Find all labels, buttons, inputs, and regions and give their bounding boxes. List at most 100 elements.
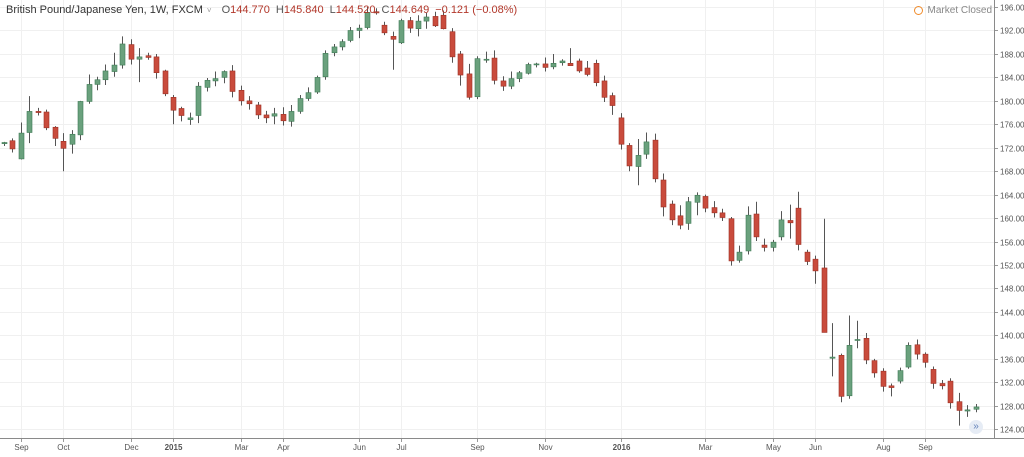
candle bbox=[86, 74, 93, 104]
candle-body-up bbox=[474, 58, 481, 98]
market-status[interactable]: Market Closed bbox=[913, 5, 992, 16]
candle bbox=[398, 18, 405, 44]
candle-body-down bbox=[52, 126, 59, 139]
candle-body-down bbox=[761, 244, 768, 248]
candle bbox=[246, 96, 253, 110]
y-tick-label: 136.000 bbox=[1000, 356, 1024, 365]
candle-body-up bbox=[94, 79, 101, 85]
candle bbox=[812, 255, 819, 284]
candle bbox=[288, 104, 295, 127]
y-tick-label: 164.000 bbox=[1000, 192, 1024, 201]
low-value: 144.520 bbox=[335, 4, 376, 16]
candle bbox=[305, 87, 312, 101]
candle-body-down bbox=[145, 55, 152, 58]
candle-body-up bbox=[18, 132, 25, 160]
close-label: C bbox=[381, 4, 390, 16]
candle-body-up bbox=[204, 80, 211, 88]
candle bbox=[432, 11, 439, 27]
candle bbox=[331, 43, 338, 57]
candle bbox=[838, 353, 845, 403]
x-tick-label: Jun bbox=[353, 443, 366, 452]
candle bbox=[897, 367, 904, 384]
candle-body-down bbox=[609, 95, 616, 106]
y-tick-label: 188.000 bbox=[1000, 51, 1024, 60]
candle-body-up bbox=[322, 53, 329, 78]
candle-body-down bbox=[787, 220, 794, 224]
candle-body-down bbox=[43, 111, 50, 129]
candle bbox=[440, 10, 447, 30]
candle bbox=[364, 7, 371, 30]
candle bbox=[322, 50, 329, 80]
candle-body-down bbox=[229, 70, 236, 92]
candle-body-down bbox=[584, 67, 591, 75]
candle-body-up bbox=[516, 72, 523, 79]
candle-body-down bbox=[711, 207, 718, 214]
y-tick-label: 156.000 bbox=[1000, 239, 1024, 248]
candle bbox=[43, 109, 50, 131]
candle bbox=[516, 70, 523, 83]
candle-body-down bbox=[9, 140, 16, 150]
candle-body-up bbox=[111, 64, 118, 72]
candle bbox=[914, 339, 921, 360]
candle bbox=[314, 75, 321, 94]
open-label: O bbox=[221, 4, 231, 16]
candle-body-down bbox=[246, 100, 253, 105]
candle bbox=[491, 50, 498, 85]
candle bbox=[728, 216, 735, 266]
candle bbox=[880, 368, 887, 392]
candle bbox=[964, 405, 971, 417]
candle bbox=[652, 133, 659, 183]
chevron-down-icon[interactable]: ˅ bbox=[206, 5, 212, 15]
market-status-label: Market Closed bbox=[927, 5, 992, 16]
candle bbox=[77, 100, 84, 141]
candle bbox=[939, 379, 946, 390]
x-tick-label: Jun bbox=[809, 443, 822, 452]
symbol-title[interactable]: British Pound/Japanese Yen, 1W, FXCM bbox=[6, 4, 203, 16]
candle bbox=[567, 48, 574, 66]
candle-body-down bbox=[457, 53, 464, 76]
candle-body-down bbox=[863, 338, 870, 361]
candle bbox=[930, 366, 937, 389]
x-tick-label: Oct bbox=[57, 443, 70, 452]
candle bbox=[390, 31, 397, 70]
candle bbox=[702, 194, 709, 213]
candle bbox=[787, 204, 794, 239]
candle bbox=[69, 130, 76, 154]
candle-body-up bbox=[964, 409, 971, 412]
close-value: 144.649 bbox=[389, 4, 430, 16]
candle-body-up bbox=[1, 142, 8, 144]
time-axis[interactable]: Sep Oct Dec 2015 Mar Apr Jun Jul Sep Nov 2016 Mar Ma… bbox=[0, 438, 1024, 452]
candle-body-down bbox=[956, 401, 963, 411]
candle bbox=[660, 173, 667, 217]
candle-body-down bbox=[128, 44, 135, 60]
candle-body-down bbox=[888, 385, 895, 388]
candle-body-up bbox=[314, 77, 321, 93]
low-label: L bbox=[329, 4, 336, 16]
candle bbox=[846, 315, 853, 399]
candle bbox=[500, 76, 507, 91]
x-tick-label: 2016 bbox=[613, 443, 631, 452]
candle-body-down bbox=[432, 16, 439, 27]
candle bbox=[35, 107, 42, 116]
candle bbox=[829, 323, 836, 377]
high-value: 145.840 bbox=[283, 4, 324, 16]
x-tick-label: Mar bbox=[699, 443, 713, 452]
candle-body-down bbox=[939, 383, 946, 387]
candle-body-up bbox=[483, 58, 490, 61]
price-axis[interactable]: 196.000 192.000 188.000 184.000 180.000 176.0… bbox=[994, 0, 1024, 438]
candle-body-up bbox=[347, 30, 354, 41]
candle bbox=[145, 52, 152, 60]
candle bbox=[973, 403, 980, 413]
x-tick-label: Nov bbox=[538, 443, 552, 452]
candle-body-down bbox=[821, 267, 828, 333]
scroll-to-realtime-button[interactable]: » bbox=[969, 420, 983, 434]
candle bbox=[449, 28, 456, 63]
candle-body-down bbox=[491, 57, 498, 81]
candle-body-down bbox=[930, 369, 937, 384]
candle bbox=[871, 358, 878, 378]
candle-body-down bbox=[576, 60, 583, 72]
candle-body-down bbox=[373, 11, 380, 14]
candle bbox=[111, 52, 118, 77]
